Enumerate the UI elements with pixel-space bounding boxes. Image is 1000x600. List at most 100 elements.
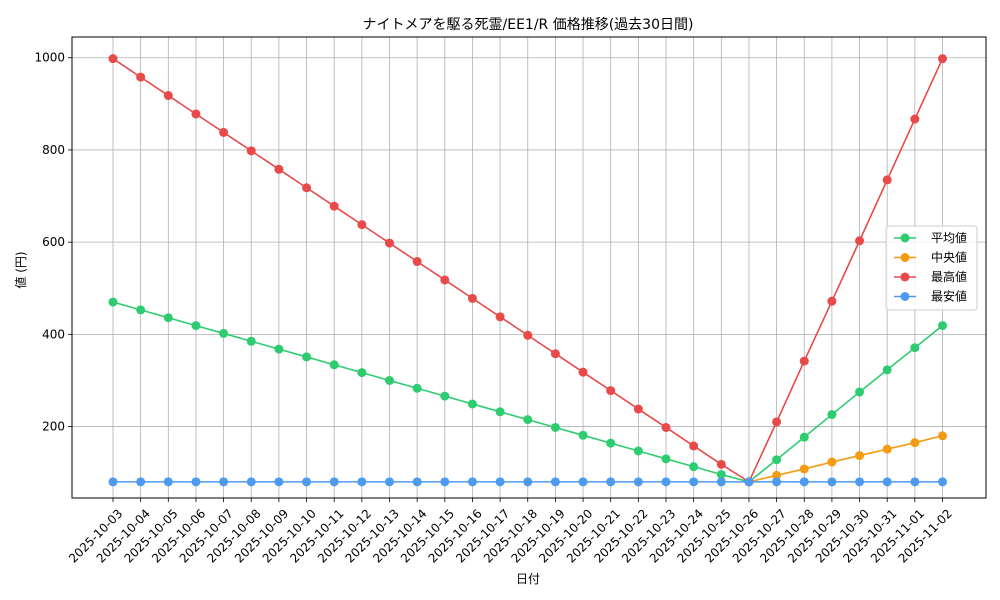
data-point [246, 146, 256, 156]
data-point [799, 477, 809, 487]
data-point [467, 293, 477, 303]
data-point [938, 54, 947, 64]
legend-marker [900, 233, 910, 243]
data-point [661, 454, 671, 464]
data-point [329, 360, 339, 370]
data-point [523, 415, 533, 425]
data-point [136, 305, 146, 315]
series-最安値 [108, 477, 947, 487]
data-point [412, 477, 422, 487]
series-平均値 [108, 297, 947, 487]
y-tick-label: 200 [42, 420, 65, 434]
data-point [108, 297, 118, 307]
data-point [910, 477, 920, 487]
data-point [938, 431, 947, 441]
data-point [855, 387, 865, 397]
data-point [827, 457, 837, 467]
data-point [550, 477, 560, 487]
data-point [606, 386, 616, 396]
data-point [191, 321, 201, 331]
data-point [827, 296, 837, 306]
legend-item: 最安値 [894, 289, 967, 304]
data-point [661, 422, 671, 432]
data-point [495, 407, 505, 417]
data-point [467, 477, 477, 487]
data-point [219, 477, 229, 487]
data-point [274, 477, 284, 487]
grid [72, 37, 986, 498]
legend-marker [900, 292, 910, 301]
legend-label: 中央値 [931, 250, 967, 265]
data-point [633, 446, 643, 456]
data-point [163, 477, 173, 487]
data-point [246, 336, 256, 346]
data-point [744, 477, 754, 487]
data-point [523, 477, 533, 487]
data-point [219, 127, 229, 137]
legend-item: 最高値 [894, 269, 967, 284]
data-point [606, 477, 616, 487]
y-axis: 200 400 600 800 1000 [34, 51, 72, 434]
x-axis: 2025-10-032025-10-042025-10-052025-10-06… [66, 498, 955, 566]
x-axis-label: 日付 [516, 572, 540, 586]
data-point [302, 477, 312, 487]
data-point [467, 399, 477, 409]
data-point [329, 477, 339, 487]
data-point [274, 344, 284, 354]
data-point [495, 477, 505, 487]
data-point [302, 183, 312, 193]
data-point [716, 477, 726, 487]
data-point [329, 201, 339, 211]
data-point [689, 477, 699, 487]
data-point [910, 343, 920, 353]
data-point [136, 477, 146, 487]
data-point [108, 54, 118, 64]
data-point [302, 352, 312, 362]
legend-item: 平均値 [894, 230, 967, 245]
data-point [799, 464, 809, 474]
series-中央値 [744, 431, 947, 487]
data-point [855, 236, 865, 246]
data-point [385, 238, 394, 248]
data-point [855, 477, 865, 487]
data-point [523, 330, 533, 340]
data-point [578, 430, 588, 440]
chart-title: ナイトメアを駆る死霊/EE1/R 価格推移(過去30日間) [363, 17, 694, 33]
data-point [716, 469, 726, 479]
data-point [440, 477, 450, 487]
data-point [938, 321, 947, 331]
data-point [274, 164, 284, 174]
data-point [412, 383, 422, 393]
y-axis-label: 値 (円) [13, 251, 28, 288]
data-point [440, 391, 450, 401]
data-point [827, 410, 837, 420]
data-point [827, 477, 837, 487]
data-point [772, 417, 782, 427]
plot-frame [71, 36, 987, 499]
data-point [606, 438, 616, 448]
data-point [910, 114, 920, 124]
data-point [108, 477, 118, 487]
y-tick-label: 1000 [34, 51, 65, 65]
data-point [136, 72, 146, 82]
data-point [550, 349, 560, 359]
data-point [246, 477, 256, 487]
legend-label: 最高値 [931, 269, 967, 284]
data-point [191, 109, 201, 119]
data-point [385, 375, 394, 385]
data-point [357, 368, 367, 378]
data-point [799, 356, 809, 366]
data-point [163, 91, 173, 101]
data-point [716, 459, 726, 469]
data-point [633, 477, 643, 487]
data-point [550, 422, 560, 432]
data-point [772, 455, 782, 465]
data-point [882, 175, 892, 185]
data-point [495, 312, 505, 322]
data-point [799, 432, 809, 442]
legend-label: 平均値 [931, 230, 967, 245]
data-point [633, 404, 643, 414]
legend-marker [900, 253, 910, 262]
